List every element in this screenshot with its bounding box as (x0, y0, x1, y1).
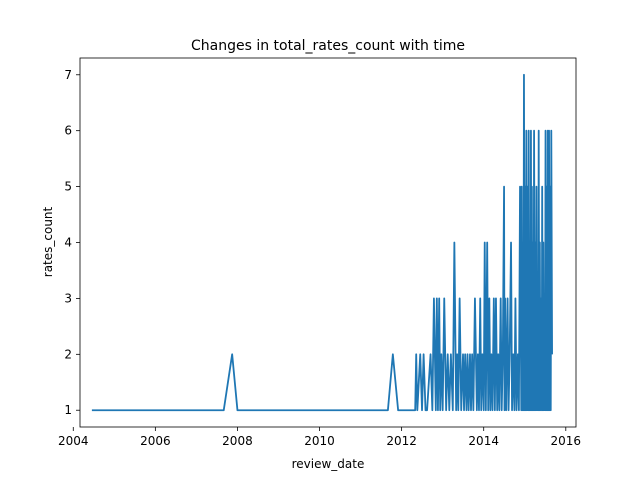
x-tick-label: 2016 (551, 434, 582, 448)
x-tick-label: 2008 (222, 434, 253, 448)
y-tick-label: 7 (64, 68, 72, 82)
x-axis: 2004 2006 2008 2010 2012 2014 2016 (58, 427, 581, 448)
x-tick-label: 2014 (468, 434, 499, 448)
x-axis-title: review_date (292, 457, 365, 471)
x-tick-label: 2012 (386, 434, 417, 448)
y-axis: 1 2 3 4 5 6 7 (64, 68, 80, 417)
x-tick-label: 2006 (140, 434, 171, 448)
x-tick-label: 2004 (58, 434, 89, 448)
y-tick-label: 1 (64, 403, 72, 417)
series-line-0 (91, 73, 553, 412)
x-tick-label: 2010 (304, 434, 335, 448)
y-tick-label: 3 (64, 291, 72, 305)
y-tick-label: 2 (64, 347, 72, 361)
plot-area (91, 73, 553, 412)
chart-title: Changes in total_rates_count with time (191, 38, 465, 54)
y-tick-label: 6 (64, 124, 72, 138)
y-tick-label: 4 (64, 236, 72, 250)
y-axis-title: rates_count (41, 206, 55, 277)
y-tick-label: 5 (64, 180, 72, 194)
plot-frame (79, 57, 577, 428)
